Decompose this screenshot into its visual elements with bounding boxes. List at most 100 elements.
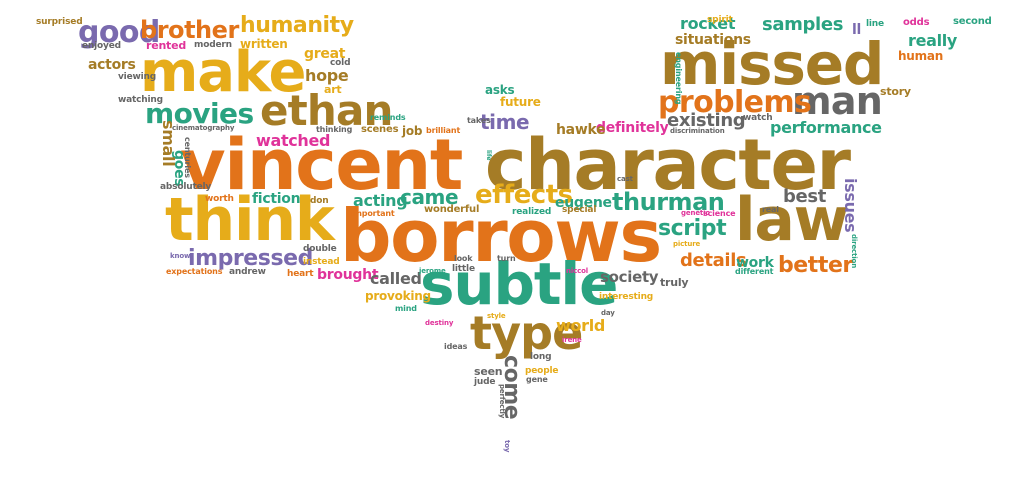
word-existing: existing [667, 110, 746, 131]
word-brilliant: brilliant [426, 126, 461, 135]
word-second: second [953, 16, 992, 27]
word-jude: jude [474, 377, 496, 387]
word-asks: asks [485, 83, 515, 97]
word-engineering: engineering [674, 52, 683, 105]
word-impressed: impressed [188, 246, 313, 271]
word-definitely: definitely [596, 120, 669, 136]
word-style: style [487, 312, 506, 320]
word-ll: ll [852, 22, 862, 38]
word-missed: missed [660, 30, 884, 98]
word-performance: performance [770, 118, 882, 137]
word-look: look [454, 254, 473, 263]
word-absolutely: absolutely [160, 182, 212, 192]
word-rented: rented [146, 39, 186, 52]
word-gene: gene [526, 375, 548, 384]
word-know: know [170, 252, 191, 260]
word-reminds: reminds [370, 113, 406, 122]
word-think: think [165, 185, 335, 255]
word-borrows: borrows [340, 194, 662, 278]
word-line: line [866, 19, 884, 29]
word-jerome: jerome [419, 267, 446, 275]
word-instead: instead [303, 257, 340, 267]
word-subtle: subtle [420, 250, 618, 318]
word-niccol: niccol [566, 267, 589, 275]
word-future: future [500, 95, 541, 109]
word-hawke: hawke [556, 122, 606, 138]
word-brought: brought [317, 267, 379, 283]
word-double: double [303, 244, 337, 254]
word-picture: picture [673, 240, 701, 248]
word-job: job [402, 124, 423, 138]
word-worth: worth [205, 194, 234, 204]
word-direction: direction [850, 234, 858, 269]
word-best: best [783, 186, 826, 207]
word-really: really [908, 31, 958, 50]
word-realized: realized [512, 207, 552, 217]
word-toy: toy [503, 440, 511, 453]
word-eugene: eugene [555, 195, 612, 211]
word-day: day [601, 309, 615, 317]
word-science: science [703, 209, 736, 218]
word-type: type [470, 306, 583, 360]
word-real: real [762, 205, 779, 214]
word-expectations: expectations [166, 267, 223, 276]
word-better: better [778, 253, 853, 278]
word-mind: mind [395, 304, 417, 313]
word-fiction: fiction [252, 191, 301, 207]
word-thinking: thinking [316, 125, 353, 134]
word-watch: watch [743, 113, 773, 123]
word-turn: turn [497, 254, 516, 263]
word-watching: watching [118, 95, 163, 105]
word-scenes: scenes [361, 124, 399, 135]
word-people: people [525, 366, 559, 376]
word-vincent: vincent [180, 124, 463, 206]
word-life: life [485, 150, 492, 161]
word-society: society [600, 268, 659, 286]
word-different: different [735, 267, 774, 276]
word-called: called [370, 269, 422, 288]
word-story: story [880, 85, 911, 98]
word-long: long [530, 352, 552, 362]
word-interesting: interesting [599, 292, 654, 302]
word-thurman: thurman [612, 188, 725, 216]
word-situations: situations [675, 32, 751, 48]
word-cinematography: cinematography [172, 124, 235, 132]
word-acting: acting [353, 191, 408, 210]
word-work: work [736, 255, 774, 271]
word-ethan: ethan [260, 86, 393, 135]
word-human: human [898, 49, 944, 63]
word-provoking: provoking [365, 289, 431, 303]
word-issues: issues [841, 178, 860, 233]
word-came: came [400, 185, 459, 209]
word-humanity: humanity [240, 13, 354, 38]
word-written: written [240, 37, 288, 51]
word-problems: problems [658, 85, 812, 120]
word-samples: samples [762, 14, 844, 35]
word-watched: watched [256, 131, 331, 150]
word-destiny: destiny [425, 319, 454, 327]
word-world: world [556, 316, 606, 335]
word-cast: cast [617, 175, 633, 183]
word-time: time [480, 110, 530, 134]
word-character: character [485, 124, 851, 206]
word-ideas: ideas [444, 342, 468, 351]
word-man: man [792, 79, 883, 123]
word-surprised: surprised [36, 17, 83, 27]
word-little: little [452, 264, 475, 274]
word-actors: actors [88, 57, 136, 73]
word-cold: cold [330, 58, 351, 68]
word-odds: odds [903, 17, 930, 28]
word-enjoyed: enjoyed [82, 41, 121, 51]
word-irene: irene [562, 336, 582, 344]
word-important: important [351, 209, 395, 218]
word-truly: truly [660, 276, 689, 289]
word-special: special [562, 205, 597, 215]
word-andrew: andrew [229, 267, 266, 277]
word-make: make [140, 40, 307, 105]
word-hope: hope [305, 66, 349, 85]
word-law: law [735, 185, 849, 255]
word-art: art [324, 83, 342, 96]
word-brother: brother [140, 16, 239, 44]
word-rocket: rocket [680, 14, 736, 33]
